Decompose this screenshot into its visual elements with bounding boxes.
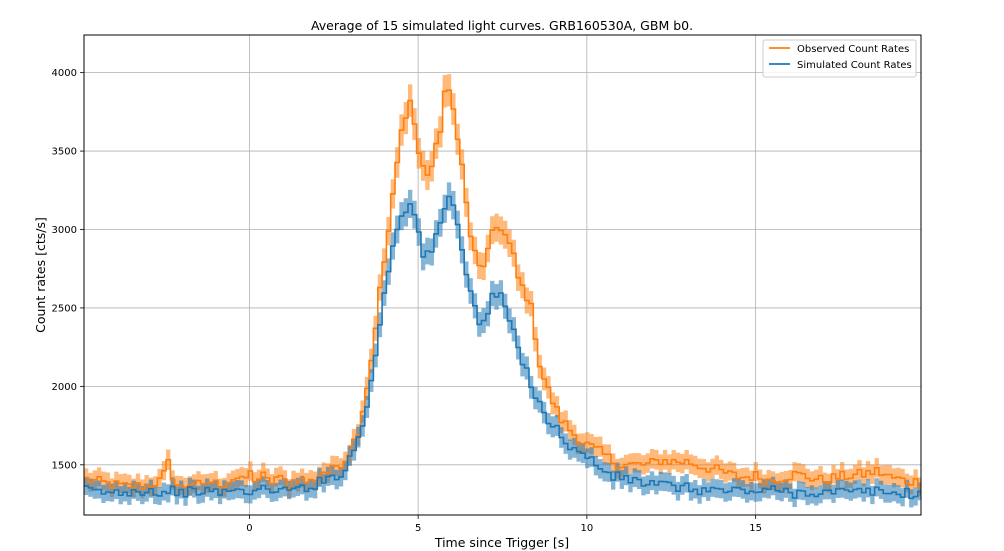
y-tick-label: 3000	[52, 225, 77, 236]
series-line-simulated	[84, 195, 921, 500]
x-tick-label: 15	[749, 523, 762, 534]
y-tick-label: 4000	[52, 68, 77, 79]
plot-frame	[83, 34, 922, 516]
axis-ticks: 0 5 10 15 1500 2000 2500 3000 3500 4000	[52, 68, 762, 534]
y-tick-label: 1500	[52, 460, 77, 471]
series-line-observed	[84, 89, 921, 490]
x-tick-label: 0	[246, 523, 252, 534]
legend-label-simulated: Simulated Count Rates	[797, 60, 912, 71]
x-tick-label: 5	[415, 523, 421, 534]
legend-label-observed: Observed Count Rates	[797, 44, 909, 55]
grid	[84, 35, 921, 515]
legend-box	[762, 39, 917, 78]
series-lines	[84, 89, 921, 500]
y-axis-label: Count rates [cts/s]	[33, 217, 48, 333]
error-bands	[84, 74, 921, 508]
x-tick-label: 10	[581, 523, 594, 534]
y-tick-label: 3500	[52, 147, 77, 158]
y-tick-label: 2000	[52, 382, 77, 393]
y-tick-label: 2500	[52, 303, 77, 314]
chart-title: Average of 15 simulated light curves. GR…	[311, 18, 693, 33]
legend: Observed Count Rates Simulated Count Rat…	[762, 39, 917, 78]
x-axis-label: Time since Trigger [s]	[434, 535, 569, 550]
